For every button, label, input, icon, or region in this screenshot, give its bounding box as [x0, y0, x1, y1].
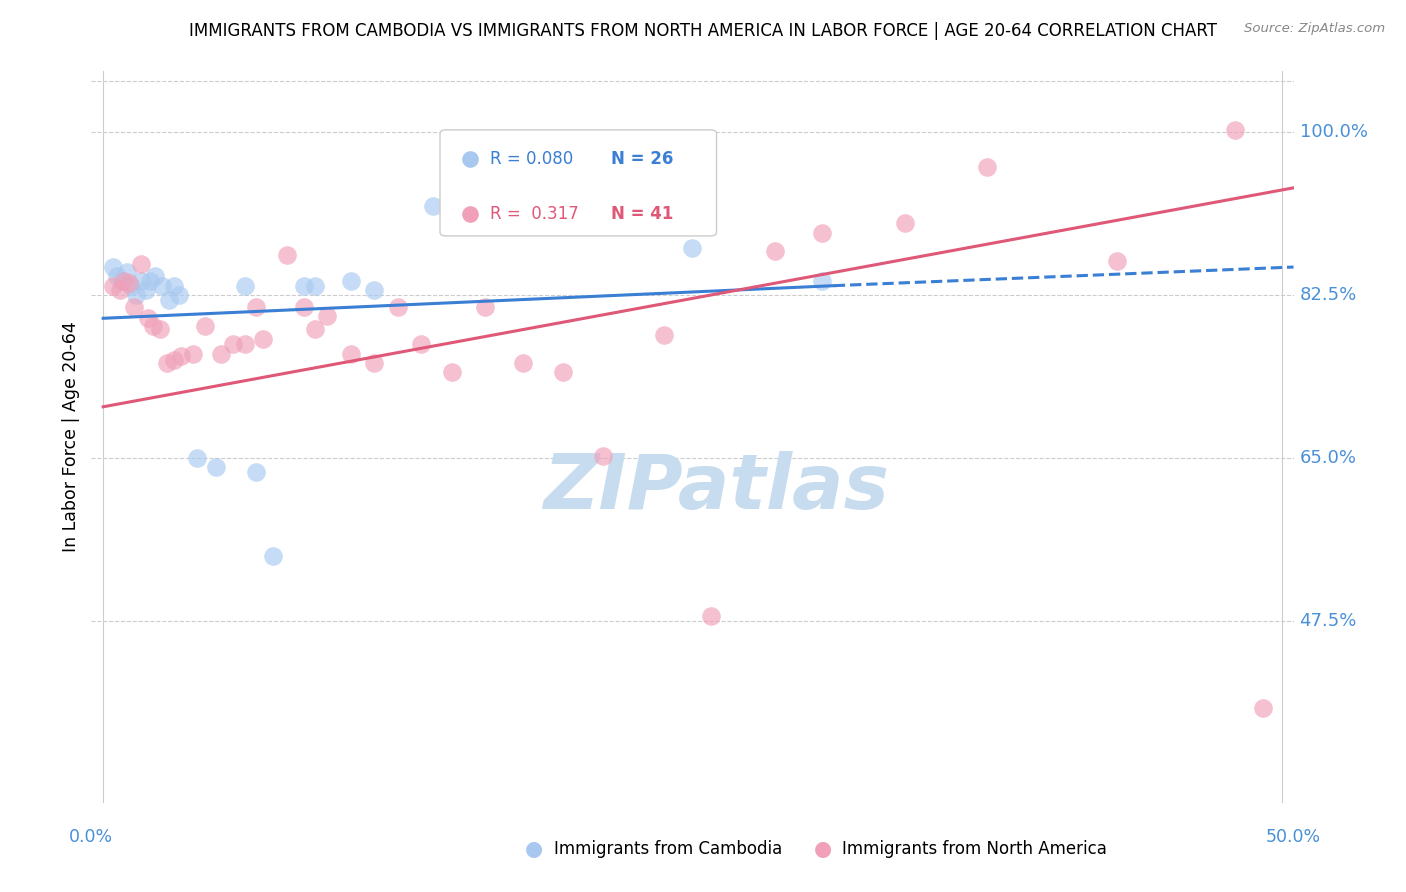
Point [976, 161, 998, 175]
Point [512, 356, 534, 370]
Point [304, 278, 326, 293]
Point [129, 274, 152, 288]
Point [101, 278, 124, 293]
Point [143, 269, 166, 284]
Point [292, 300, 315, 314]
Point [105, 269, 128, 284]
Text: IMMIGRANTS FROM CAMBODIA VS IMMIGRANTS FROM NORTH AMERICA IN LABOR FORCE | AGE 2: IMMIGRANTS FROM CAMBODIA VS IMMIGRANTS F… [188, 22, 1218, 40]
Point [111, 274, 134, 288]
Point [157, 293, 180, 307]
Point [276, 248, 298, 262]
Text: ●: ● [814, 839, 831, 859]
Point [441, 365, 464, 379]
Point [209, 347, 232, 361]
Point [316, 310, 339, 324]
Point [474, 300, 496, 314]
Point [262, 549, 284, 563]
Point [304, 322, 326, 336]
Point [129, 257, 152, 271]
Point [122, 300, 145, 314]
Point [1105, 253, 1128, 268]
Point [149, 322, 172, 336]
Point [181, 347, 204, 361]
Text: ZIPatlas: ZIPatlas [544, 451, 890, 525]
Point [292, 278, 315, 293]
Point [1223, 123, 1246, 137]
Point [681, 241, 703, 255]
Point [811, 226, 834, 240]
Point [205, 460, 228, 475]
Text: 0.0%: 0.0% [69, 828, 114, 846]
Point [387, 300, 409, 314]
Point [222, 337, 245, 351]
Point [170, 349, 193, 363]
Point [120, 278, 143, 293]
Text: 100.0%: 100.0% [1299, 123, 1368, 141]
Point [101, 260, 124, 274]
Point [142, 318, 165, 333]
Point [112, 274, 135, 288]
Point [163, 278, 186, 293]
Text: Source: ZipAtlas.com: Source: ZipAtlas.com [1244, 22, 1385, 36]
Point [339, 274, 361, 288]
Text: Immigrants from North America: Immigrants from North America [842, 840, 1107, 858]
Point [125, 288, 148, 302]
Point [163, 353, 186, 368]
Point [700, 609, 723, 624]
Point [893, 216, 915, 230]
Y-axis label: In Labor Force | Age 20-64: In Labor Force | Age 20-64 [62, 322, 80, 552]
Point [233, 278, 256, 293]
Text: R =  0.317: R = 0.317 [491, 205, 579, 223]
Text: Immigrants from Cambodia: Immigrants from Cambodia [554, 840, 782, 858]
FancyBboxPatch shape [440, 130, 717, 235]
Point [136, 311, 159, 326]
Point [339, 347, 361, 361]
Text: 50.0%: 50.0% [1265, 828, 1322, 846]
Point [135, 283, 157, 297]
Text: R = 0.080: R = 0.080 [491, 150, 574, 168]
Text: 47.5%: 47.5% [1299, 612, 1357, 630]
Point [186, 451, 208, 466]
Point [245, 465, 267, 479]
Point [193, 318, 215, 333]
Text: N = 41: N = 41 [610, 205, 673, 223]
Point [150, 278, 173, 293]
Point [363, 356, 385, 370]
Point [652, 328, 675, 343]
Text: 82.5%: 82.5% [1299, 286, 1357, 304]
Text: ●: ● [526, 839, 543, 859]
Point [411, 337, 433, 351]
Point [363, 283, 385, 297]
Point [592, 449, 614, 463]
Point [763, 244, 786, 259]
Point [834, 307, 856, 321]
Point [156, 356, 179, 370]
Point [167, 288, 190, 302]
Point [108, 283, 131, 297]
Point [811, 274, 834, 288]
Point [118, 276, 141, 290]
Point [422, 199, 444, 213]
Point [233, 337, 256, 351]
Point [551, 365, 574, 379]
Point [834, 236, 856, 251]
Point [139, 274, 162, 288]
Point [245, 300, 267, 314]
Text: N = 26: N = 26 [610, 150, 673, 168]
Point [252, 332, 274, 346]
Point [1251, 700, 1274, 714]
Text: 65.0%: 65.0% [1299, 449, 1357, 467]
Point [115, 265, 138, 279]
